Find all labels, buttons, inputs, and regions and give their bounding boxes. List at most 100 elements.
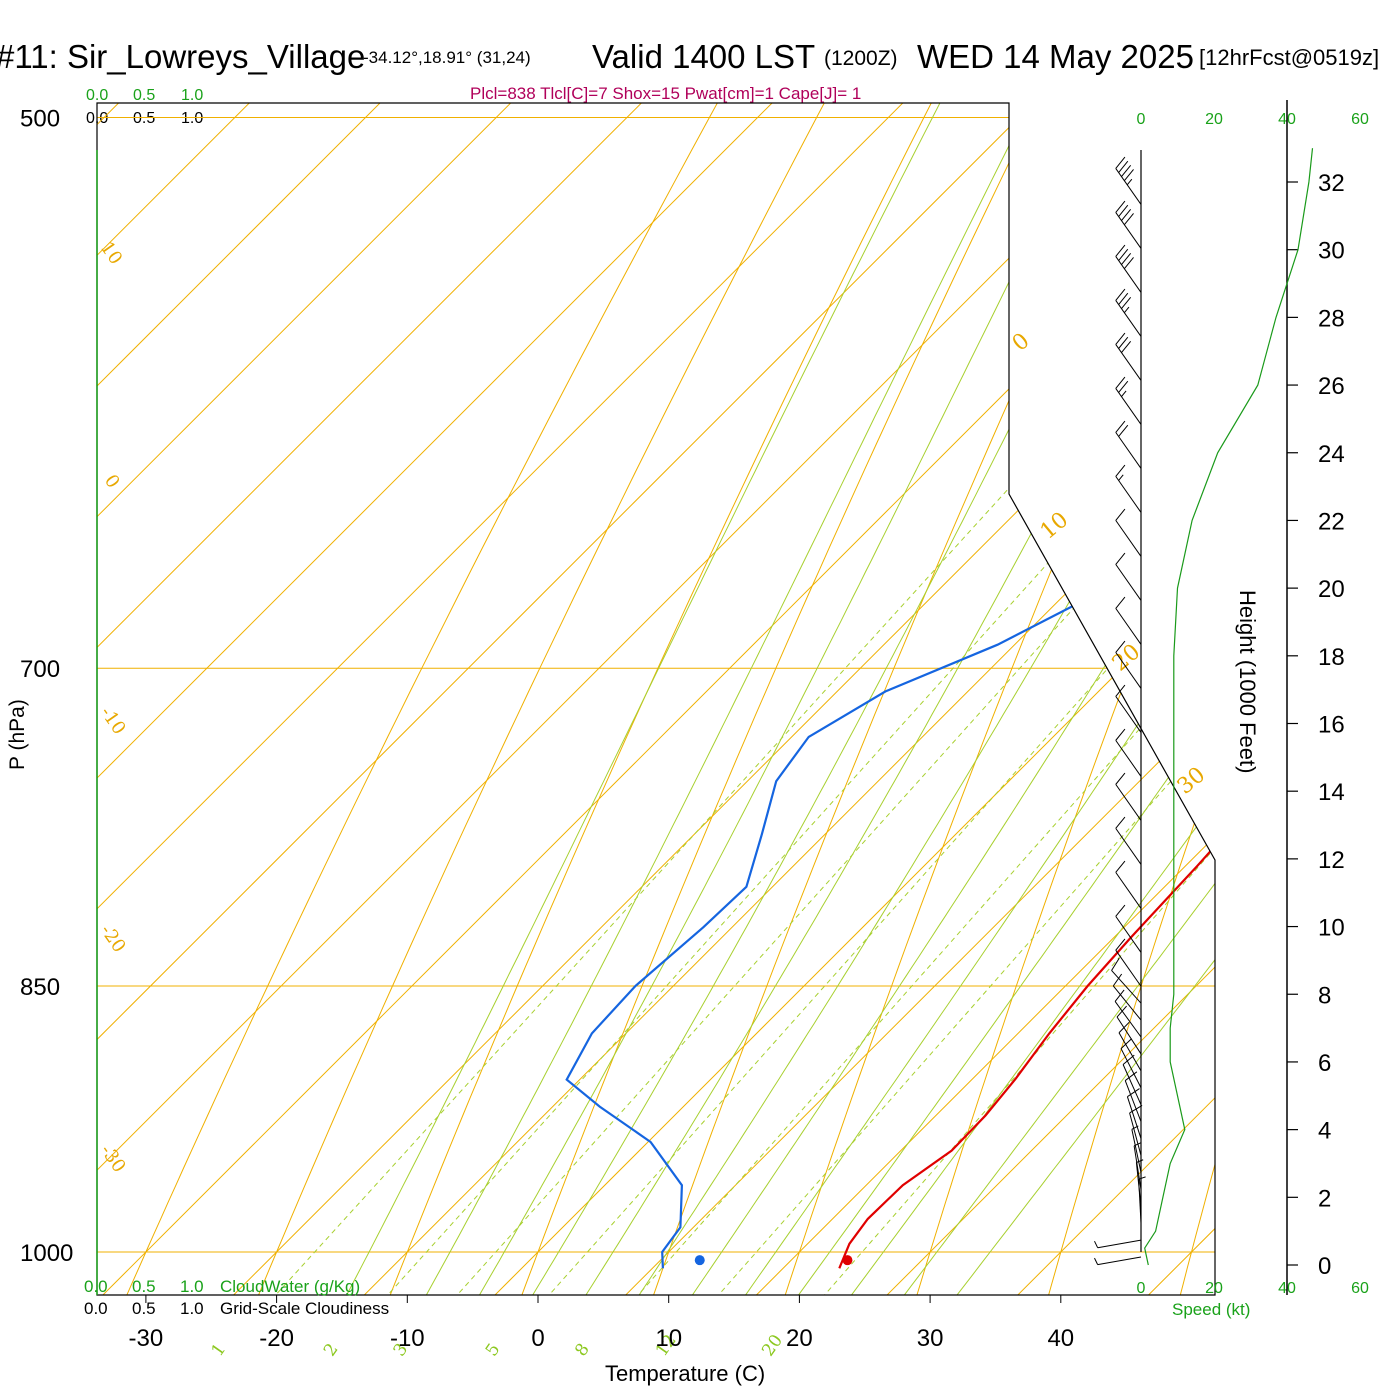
isotherm-line <box>512 103 1215 1295</box>
moist-adiabat-line <box>875 103 1215 1295</box>
speed-tick-label: 60 <box>1351 1280 1369 1297</box>
wind-barb-flag <box>1115 904 1126 917</box>
wind-barb-staff <box>1135 1162 1142 1207</box>
pressure-tick-label: 700 <box>20 656 60 683</box>
wind-barb-staff <box>1115 432 1142 469</box>
isotherm-line <box>643 103 1215 1295</box>
speed-tick-label: 20 <box>1205 111 1223 128</box>
moist-adiabat-line <box>562 103 1215 1295</box>
wind-barb-flag <box>1115 816 1126 829</box>
isotherm-line <box>381 103 1215 1295</box>
temperature-axis-title: Temperature (C) <box>605 1361 765 1386</box>
isotherm-label: 10 <box>96 238 126 269</box>
wind-barb-flag <box>1115 552 1126 565</box>
isotherm-label: 20 <box>1108 639 1146 676</box>
dry-adiabat-line <box>1286 0 1400 1400</box>
wind-barb-flag <box>1118 292 1129 305</box>
height-tick-label: 12 <box>1318 847 1345 874</box>
dry-adiabat-line <box>1017 103 1215 1295</box>
mixing-ratio-line <box>738 103 1215 1295</box>
wind-barb-flag <box>1115 200 1126 213</box>
dry-adiabat-line <box>345 103 1215 1295</box>
wind-barb-flag <box>1121 164 1132 177</box>
mixing-ratio-label: 2 <box>320 1340 343 1360</box>
wind-barb-staff <box>1115 212 1142 249</box>
isotherm-line <box>1165 103 1215 1295</box>
wind-barb-staff <box>1115 916 1142 953</box>
top-green-tick: 0.0 <box>86 87 108 104</box>
wind-barb-staff <box>1115 344 1142 381</box>
speed-axis-title: Speed (kt) <box>1172 1300 1250 1319</box>
wind-barb-staff <box>1131 1129 1142 1173</box>
wind-barb-staff <box>1115 564 1142 601</box>
wind-barb-flag <box>1115 332 1126 345</box>
moist-adiabat-line <box>509 103 1215 1295</box>
x-tick-label: -20 <box>259 1325 294 1352</box>
dry-adiabat-line <box>480 103 1215 1295</box>
isotherm-line <box>120 103 1215 1295</box>
wind-barb-staff <box>1122 1064 1142 1105</box>
x-tick-label: 40 <box>1047 1325 1074 1352</box>
pressure-axis-title: P (hPa) <box>6 699 29 770</box>
height-tick-label: 14 <box>1318 779 1345 806</box>
wind-barb-flag <box>1123 306 1130 314</box>
height-tick-label: 32 <box>1318 170 1345 197</box>
wind-barb-staff <box>1115 476 1142 513</box>
wind-barb-flag <box>1121 390 1127 397</box>
mixing-ratio-line <box>298 103 1215 1295</box>
wind-barb-flag <box>1121 252 1132 265</box>
mixing-ratio-line <box>550 103 1215 1295</box>
isotherm-line <box>773 103 1215 1295</box>
wind-barb-flag <box>1115 420 1126 433</box>
speed-tick-label: 0 <box>1137 1280 1146 1297</box>
wind-barb-staff <box>1115 520 1142 557</box>
wind-barb-staff <box>1111 970 1142 1004</box>
wind-barb-flag <box>1115 376 1126 389</box>
wind-barb-flag <box>1115 728 1126 741</box>
pressure-axis-labels: 2503004005007008501000 <box>20 106 73 1267</box>
isotherm-label: -30 <box>96 1141 130 1177</box>
wind-barb-flag <box>1094 1257 1099 1265</box>
height-tick-label: 20 <box>1318 576 1345 603</box>
height-tick-label: 2 <box>1318 1185 1331 1212</box>
temperature-profile-line <box>838 103 1215 1269</box>
height-tick-label: 26 <box>1318 373 1345 400</box>
cloudiness-label: Grid-Scale Cloudiness <box>220 1299 389 1318</box>
height-tick-label: 0 <box>1318 1253 1331 1280</box>
wind-barb-flag <box>1115 156 1126 169</box>
height-tick-label: 22 <box>1318 508 1345 535</box>
height-tick-label: 8 <box>1318 982 1331 1009</box>
speed-tick-label: 60 <box>1351 111 1369 128</box>
x-tick-label: 20 <box>786 1325 813 1352</box>
mixing-ratio-label: 5 <box>482 1340 505 1360</box>
x-tick-label: 30 <box>917 1325 944 1352</box>
wind-barb-flag <box>1115 684 1126 697</box>
wind-barb-staff <box>1097 1239 1142 1249</box>
moist-adiabat-line <box>823 103 1215 1295</box>
wind-barb-flag <box>1115 860 1126 873</box>
moist-adiabat-line <box>719 103 1215 1295</box>
top-cloudwater-scale: 0.0 0.5 1.0 <box>86 87 203 104</box>
wind-barb-flag <box>1123 257 1134 270</box>
height-tick-label: 4 <box>1318 1118 1331 1145</box>
wind-barb-flag <box>1123 169 1134 182</box>
height-tick-label: 24 <box>1318 441 1345 468</box>
x-tick-label: -30 <box>129 1325 164 1352</box>
mixing-ratio-line <box>186 103 1215 1295</box>
wind-barb-flag <box>1115 596 1126 609</box>
height-tick-label: 10 <box>1318 915 1345 942</box>
wind-barb-staff <box>1115 696 1142 733</box>
isotherm-label: -10 <box>96 703 130 739</box>
wind-barb-staff <box>1133 1145 1142 1190</box>
temperature-axis-labels: -30 -20 -10 0 10 20 30 40 <box>129 1295 1074 1352</box>
wind-barb-flag <box>1118 380 1129 393</box>
wind-barb-staff <box>1115 740 1142 777</box>
mixing-ratio-line <box>631 103 1215 1295</box>
wind-barb-flag <box>1115 640 1126 653</box>
wind-barb-flag <box>1124 1071 1138 1081</box>
wind-barb-flag <box>1115 772 1126 785</box>
wind-barb-staff <box>1115 388 1142 425</box>
